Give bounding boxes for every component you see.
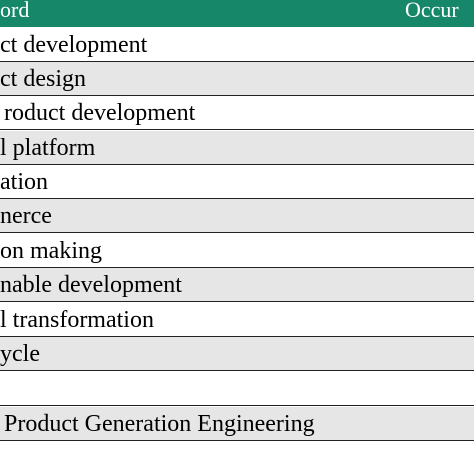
table-row: ation <box>0 165 474 199</box>
table-row: ycle <box>0 337 474 371</box>
cell: roduct development <box>4 100 196 126</box>
table-row: l platform <box>0 131 474 165</box>
table-row: ct development <box>0 28 474 62</box>
cell: l transformation <box>0 307 154 333</box>
cell: ct design <box>0 66 86 92</box>
table-row: on making <box>0 234 474 268</box>
table-header: ord Occur <box>0 0 474 27</box>
cell: l platform <box>0 135 96 161</box>
cell: Product Generation Engineering <box>4 411 315 437</box>
table-row: ct design <box>0 62 474 96</box>
table-row <box>0 372 474 406</box>
cell: ation <box>0 169 48 195</box>
header-cell: Occur <box>405 0 459 22</box>
header-cell: ord <box>0 0 30 22</box>
table-row: nable development <box>0 268 474 302</box>
cell: ct development <box>0 32 148 58</box>
cell: nerce <box>0 203 52 229</box>
cell: ycle <box>0 341 40 367</box>
cell: nable development <box>0 272 182 298</box>
table-row: l transformation <box>0 303 474 337</box>
table-row: roduct development <box>0 96 474 130</box>
table-row: Product Generation Engineering <box>0 407 474 441</box>
table-row: nerce <box>0 199 474 233</box>
cell: on making <box>0 238 102 264</box>
